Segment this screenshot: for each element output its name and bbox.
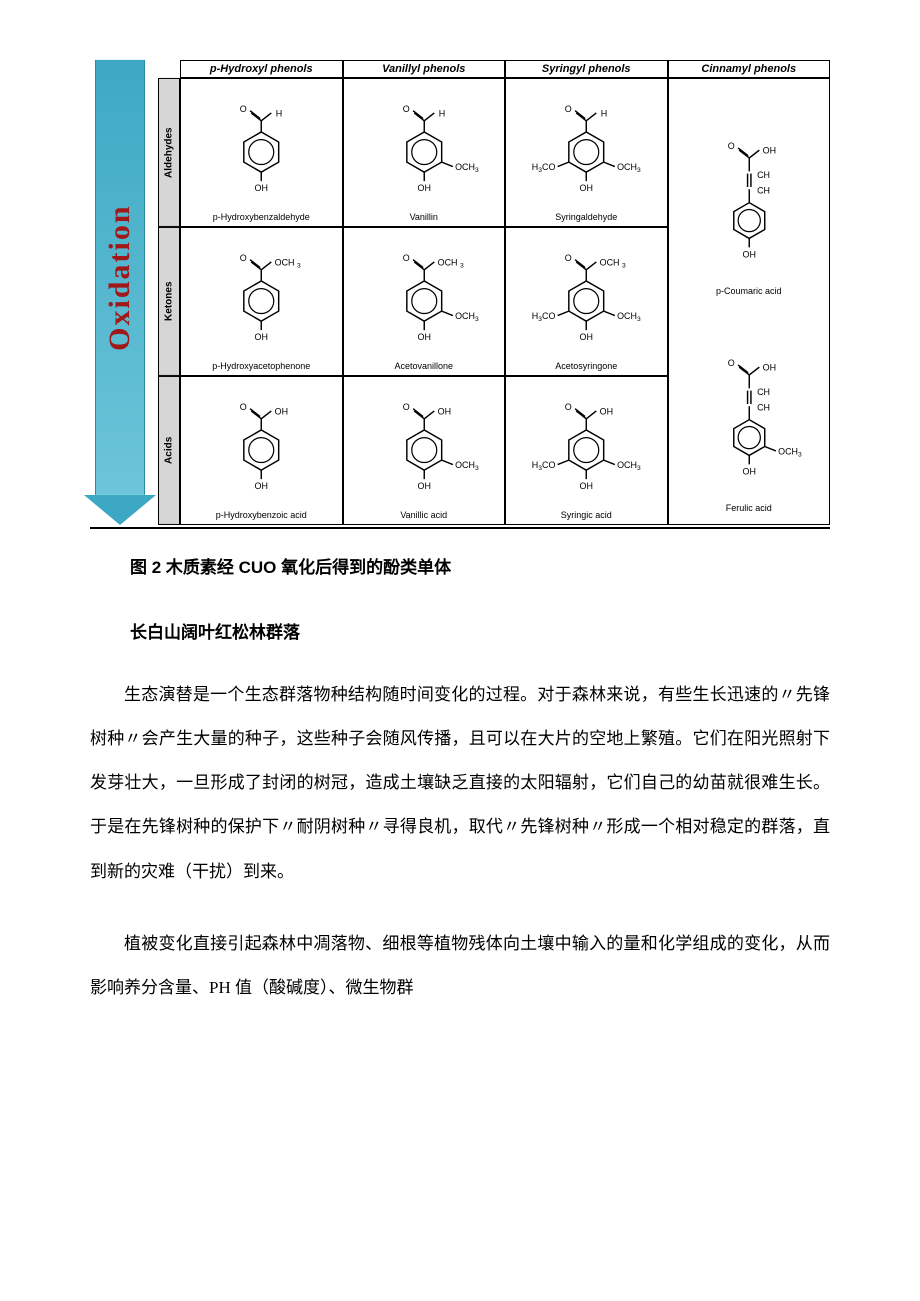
- svg-text:OH: OH: [742, 249, 755, 259]
- svg-text:OCH: OCH: [275, 257, 295, 267]
- svg-text:H3CO: H3CO: [532, 460, 556, 472]
- svg-text:H: H: [438, 108, 444, 118]
- row-label-acids: Acids: [158, 376, 180, 525]
- svg-text:H: H: [601, 108, 607, 118]
- svg-text:OH: OH: [417, 183, 430, 193]
- svg-text:OCH3: OCH3: [617, 311, 641, 323]
- svg-text:OH: OH: [417, 481, 430, 491]
- oxidation-arrow: Oxidation: [90, 60, 150, 525]
- svg-text:OH: OH: [742, 467, 755, 477]
- cell-p-hydroxybenzoic-acid: O OH OH p-Hydroxybenzoic acid: [180, 376, 343, 525]
- svg-text:CH: CH: [757, 387, 770, 397]
- figure-caption: 图 2 木质素经 CUO 氧化后得到的酚类单体: [130, 553, 830, 578]
- svg-text:OH: OH: [580, 481, 593, 491]
- mol-name: p-Hydroxybenzoic acid: [216, 510, 307, 520]
- col-header-vanillyl: Vanillyl phenols: [343, 60, 506, 78]
- cell-syringic-acid: O OH OH H3CO OCH3 Syringic acid: [505, 376, 668, 525]
- arrow-head: [84, 495, 156, 525]
- svg-text:O: O: [240, 253, 247, 263]
- svg-text:OH: OH: [580, 183, 593, 193]
- svg-text:OCH3: OCH3: [455, 311, 479, 323]
- cell-cinnamyl: OH CH CH O OH p-Coumaric acid OH OCH3 CH CH O OH Fer…: [668, 78, 831, 525]
- svg-text:OH: OH: [437, 406, 450, 416]
- svg-text:OCH3: OCH3: [455, 162, 479, 174]
- svg-text:O: O: [727, 358, 734, 368]
- svg-text:H: H: [276, 108, 282, 118]
- row-label-aldehydes: Aldehydes: [158, 78, 180, 227]
- paragraph-2: 植被变化直接引起森林中凋落物、细根等植物残体向土壤中输入的量和化学组成的变化，从…: [90, 922, 830, 1010]
- svg-text:O: O: [240, 402, 247, 412]
- svg-text:OCH: OCH: [600, 257, 620, 267]
- col-header-syringyl: Syringyl phenols: [505, 60, 668, 78]
- cell-syringaldehyde: OHOHH3COOCH3Syringaldehyde: [505, 78, 668, 227]
- svg-text:OH: OH: [580, 332, 593, 342]
- svg-text:O: O: [402, 402, 409, 412]
- svg-text:OH: OH: [255, 183, 268, 193]
- svg-text:OCH3: OCH3: [455, 460, 479, 472]
- svg-text:3: 3: [297, 262, 301, 269]
- arrow-label: Oxidation: [103, 204, 137, 350]
- svg-text:O: O: [565, 402, 572, 412]
- mol-name: Vanillic acid: [400, 510, 447, 520]
- cell-vanillic-acid: O OH OH OCH3 Vanillic acid: [343, 376, 506, 525]
- svg-text:OH: OH: [600, 406, 613, 416]
- mol-name: p-Coumaric acid: [716, 286, 782, 296]
- section-heading: 长白山阔叶红松林群落: [130, 618, 830, 643]
- svg-text:H3CO: H3CO: [532, 162, 556, 174]
- svg-text:O: O: [240, 104, 247, 114]
- svg-text:CH: CH: [757, 170, 770, 180]
- cell-acetovanillone: O OCH3 OH OCH3 Acetovanillone: [343, 227, 506, 376]
- paragraph-1: 生态演替是一个生态群落物种结构随时间变化的过程。对于森林来说，有些生长迅速的〃先…: [90, 673, 830, 894]
- svg-text:OH: OH: [762, 363, 775, 373]
- mol-name: p-Hydroxybenzaldehyde: [213, 212, 310, 222]
- col-header-p-hydroxyl: p-Hydroxyl phenols: [180, 60, 343, 78]
- svg-text:O: O: [565, 104, 572, 114]
- svg-text:O: O: [402, 104, 409, 114]
- svg-text:OCH3: OCH3: [617, 460, 641, 472]
- svg-text:OH: OH: [275, 406, 288, 416]
- svg-text:OH: OH: [417, 332, 430, 342]
- col-header-cinnamyl: Cinnamyl phenols: [668, 60, 831, 78]
- svg-text:OH: OH: [255, 481, 268, 491]
- mol-name: Acetosyringone: [555, 361, 617, 371]
- mol-name: Syringic acid: [561, 510, 612, 520]
- cell-p-hydroxyacetophenone: O OCH3 OH p-Hydroxyacetophenone: [180, 227, 343, 376]
- svg-text:O: O: [402, 253, 409, 263]
- svg-text:CH: CH: [757, 403, 770, 413]
- svg-text:H3CO: H3CO: [532, 311, 556, 323]
- mol-name: Vanillin: [410, 212, 438, 222]
- svg-text:OH: OH: [762, 145, 775, 155]
- svg-text:OCH3: OCH3: [778, 446, 802, 458]
- svg-text:OCH: OCH: [437, 257, 457, 267]
- svg-text:O: O: [565, 253, 572, 263]
- mol-name: Acetovanillone: [394, 361, 453, 371]
- mol-name: p-Hydroxyacetophenone: [212, 361, 310, 371]
- svg-text:O: O: [727, 141, 734, 151]
- figure-2: Oxidation p-Hydroxyl phenols Vanillyl ph…: [90, 60, 830, 529]
- cell-acetosyringone: O OCH3 OH H3CO OCH3 Acetosyringone: [505, 227, 668, 376]
- phenol-grid: p-Hydroxyl phenols Vanillyl phenols Syri…: [158, 60, 830, 525]
- cell-vanillin: OHOHOCH3Vanillin: [343, 78, 506, 227]
- svg-text:CH: CH: [757, 185, 770, 195]
- row-label-ketones: Ketones: [158, 227, 180, 376]
- mol-name: Syringaldehyde: [555, 212, 617, 222]
- cell-p-hydroxybenzaldehyde: OHOHp-Hydroxybenzaldehyde: [180, 78, 343, 227]
- svg-text:3: 3: [622, 262, 626, 269]
- svg-text:3: 3: [460, 262, 464, 269]
- svg-text:OCH3: OCH3: [617, 162, 641, 174]
- svg-text:OH: OH: [255, 332, 268, 342]
- mol-name: Ferulic acid: [726, 503, 772, 513]
